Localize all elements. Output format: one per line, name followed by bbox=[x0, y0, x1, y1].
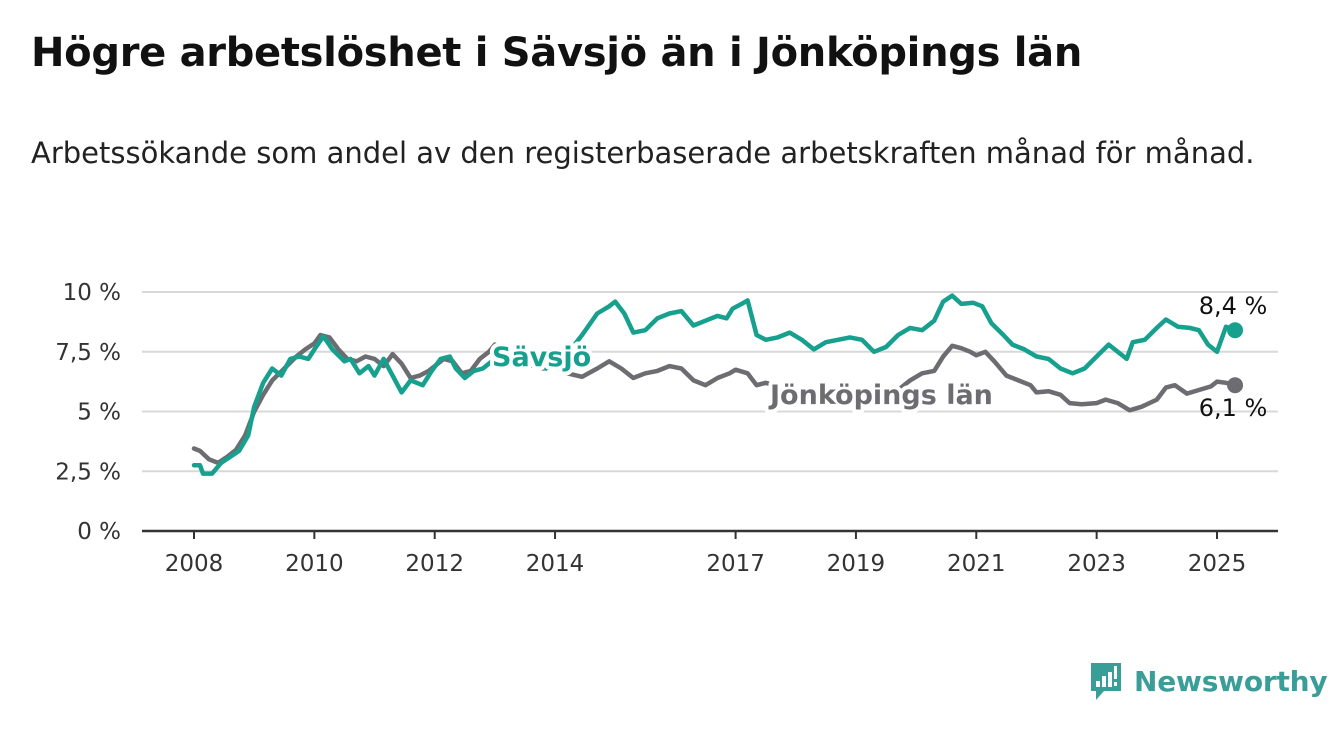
y-tick-label: 5 % bbox=[77, 400, 121, 426]
series-end-point bbox=[1227, 377, 1244, 394]
x-tick-label: 2012 bbox=[405, 551, 464, 577]
series-line-jonkopings-lan bbox=[191, 332, 1238, 466]
x-tick-label: 2021 bbox=[947, 551, 1006, 577]
brand-logo: Newsworthy bbox=[1088, 660, 1328, 702]
x-tick-label: 2008 bbox=[165, 551, 224, 577]
series-label-halo: Sävsjö bbox=[492, 342, 591, 373]
series-label-halo: Jönköpings län bbox=[768, 380, 993, 411]
series-end-value-label: 6,1 % bbox=[1199, 394, 1268, 422]
y-tick-label: 2,5 % bbox=[55, 459, 121, 485]
x-tick-label: 2017 bbox=[706, 551, 765, 577]
x-tick-label: 2023 bbox=[1067, 551, 1126, 577]
series-end-value-label: 8,4 % bbox=[1199, 292, 1268, 320]
x-tick-label: 2025 bbox=[1188, 551, 1247, 577]
series-line-savsjo bbox=[191, 293, 1238, 476]
y-tick-label: 0 % bbox=[77, 519, 121, 545]
brand-name: Newsworthy bbox=[1134, 664, 1328, 698]
x-tick-label: 2014 bbox=[526, 551, 585, 577]
x-tick-label: 2010 bbox=[285, 551, 344, 577]
chart-title: Högre arbetslöshet i Sävsjö än i Jönköpi… bbox=[31, 30, 1083, 76]
series-label: Sävsjö bbox=[492, 342, 591, 373]
x-tick-label: 2019 bbox=[827, 551, 886, 577]
y-tick-label: 7,5 % bbox=[55, 340, 121, 366]
chart-subtitle: Arbetssökande som andel av den registerb… bbox=[31, 136, 1255, 170]
newsworthy-logo-icon bbox=[1091, 663, 1121, 700]
series-end-point bbox=[1227, 322, 1244, 339]
series-label: Jönköpings län bbox=[768, 380, 993, 411]
y-tick-label: 10 % bbox=[63, 280, 121, 306]
